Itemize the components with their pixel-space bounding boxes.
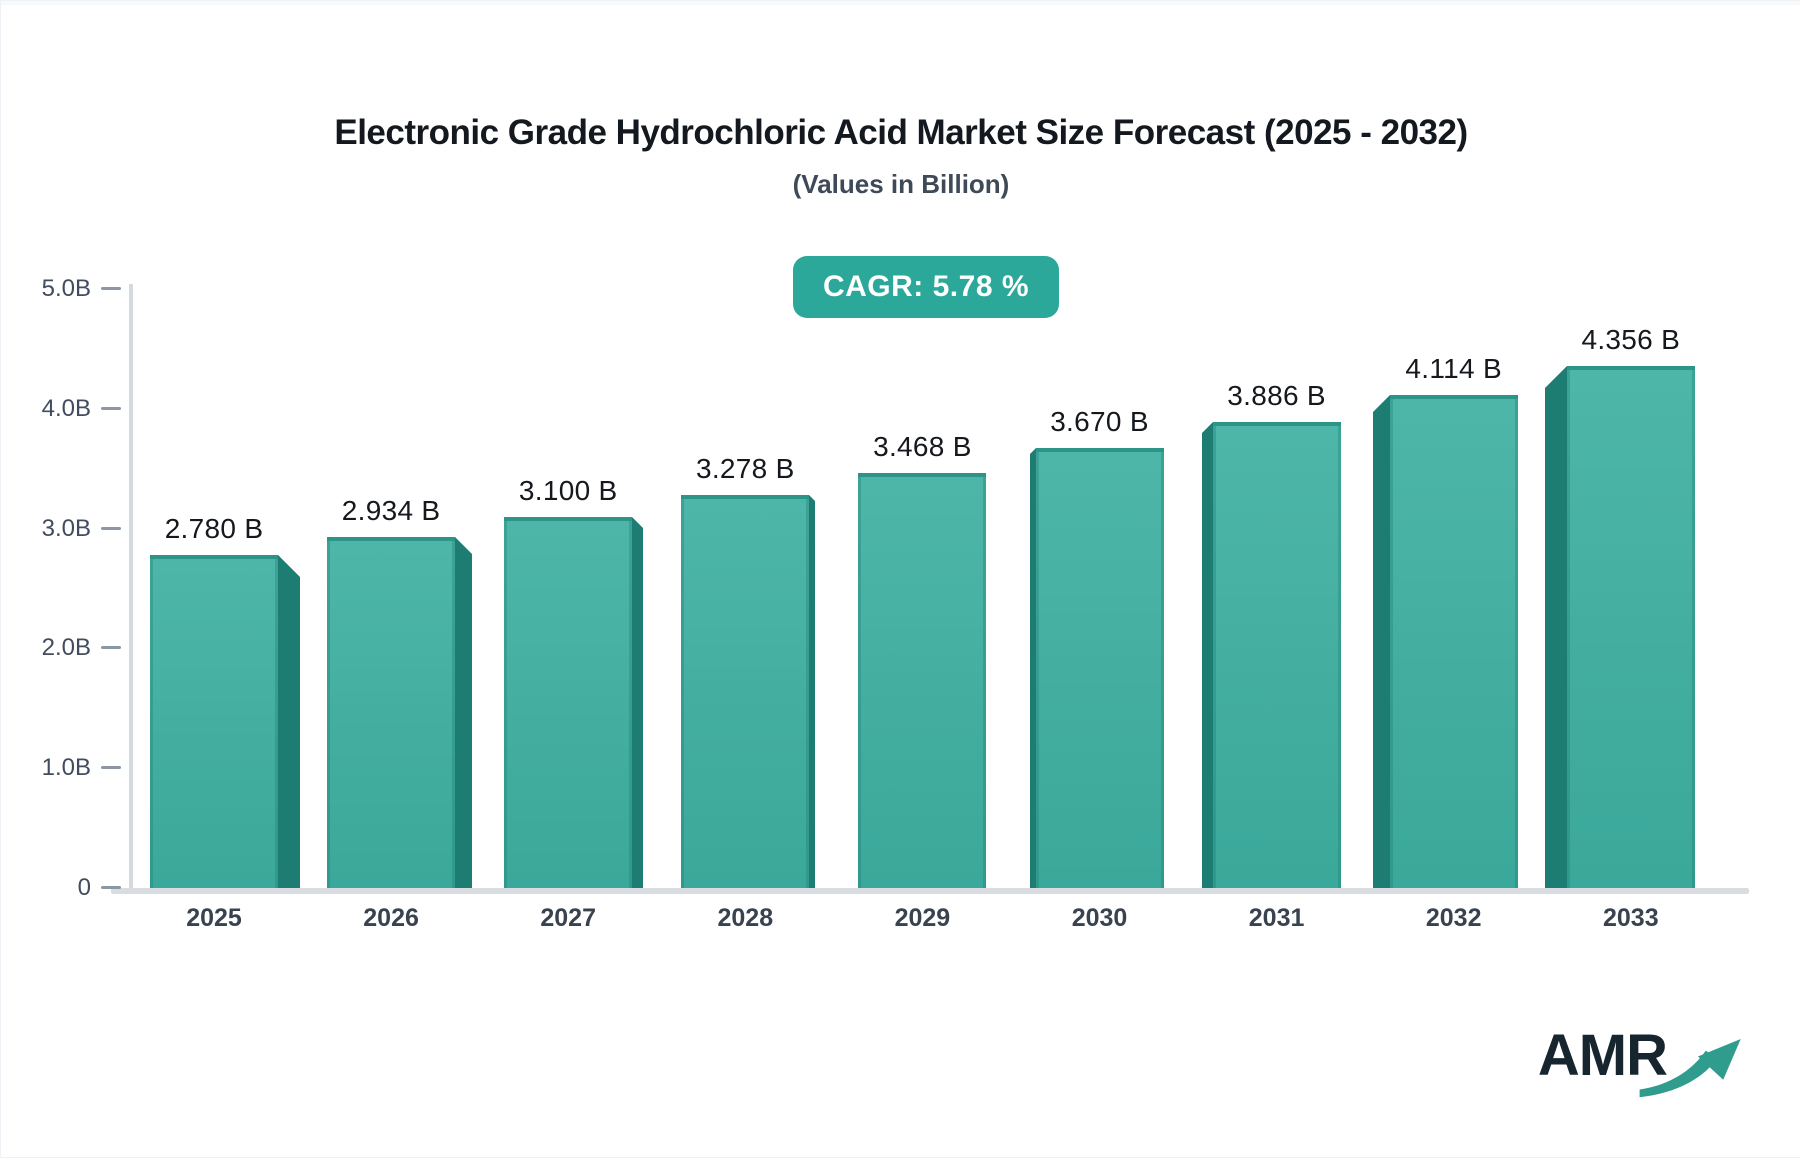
y-tick-label: 5.0B	[41, 275, 91, 302]
bar-side-face-2027	[632, 517, 643, 888]
y-tick-label: 4.0B	[41, 394, 91, 422]
bar-side-face-2033	[1545, 366, 1567, 888]
bar-side-face-2030	[1030, 448, 1036, 888]
bar-value-label-2032: 4.114 B	[1405, 353, 1502, 384]
x-axis-line	[111, 888, 1749, 894]
bar-2027	[504, 517, 632, 888]
logo-arrow-icon	[1639, 1038, 1741, 1098]
bar-side-face-2026	[455, 537, 472, 888]
bar-2026	[327, 537, 455, 888]
bar-side-face-2028	[809, 495, 815, 888]
y-tick-label: 1.0B	[41, 754, 91, 782]
x-tick-label-2027: 2027	[540, 904, 596, 932]
bar-value-label-2028: 3.278 B	[695, 453, 795, 484]
x-tick-label-2032: 2032	[1425, 904, 1482, 932]
bar-2032	[1390, 395, 1518, 888]
y-tick-mark	[101, 886, 121, 889]
x-tick-label-2030: 2030	[1071, 904, 1128, 932]
bar-2033	[1567, 366, 1695, 888]
bar-value-label-2026: 2.934 B	[341, 495, 441, 526]
y-tick-mark	[101, 766, 121, 770]
bar-2028	[681, 495, 809, 888]
page-top-border	[1, 1, 1800, 5]
y-tick-mark	[101, 646, 121, 650]
cagr-badge-wrap: CAGR: 5.78 %	[1, 256, 1800, 318]
brand-logo: AMR	[1538, 1027, 1755, 1107]
x-tick-label-2031: 2031	[1248, 904, 1305, 932]
bar-value-label-2029: 3.468 B	[873, 431, 972, 462]
x-tick-label-2026: 2026	[363, 904, 419, 932]
bar-value-label-2031: 3.886 B	[1227, 380, 1326, 411]
chart-title: Electronic Grade Hydrochloric Acid Marke…	[334, 113, 1468, 152]
y-tick-label: 2.0B	[41, 634, 91, 662]
bar-2030	[1036, 448, 1164, 888]
y-tick-mark	[101, 526, 121, 530]
y-axis-line	[129, 284, 133, 888]
bar-2025	[150, 555, 278, 888]
y-tick-mark	[101, 406, 121, 410]
bar-2029	[858, 473, 986, 888]
x-tick-label-2028: 2028	[717, 904, 774, 932]
y-tick-label: 3.0B	[41, 514, 91, 542]
bar-side-face-2031	[1202, 422, 1213, 888]
x-tick-label-2033: 2033	[1602, 904, 1659, 932]
brand-logo-text: AMR	[1537, 1023, 1668, 1088]
bar-value-label-2025: 2.780 B	[164, 513, 264, 544]
bar-2031	[1213, 422, 1341, 888]
cagr-badge: CAGR: 5.78 %	[792, 256, 1060, 318]
bar-value-label-2033: 4.356 B	[1581, 324, 1681, 355]
y-tick-label: 0	[77, 874, 91, 901]
bar-side-face-2025	[278, 555, 300, 888]
bar-value-label-2030: 3.670 B	[1050, 406, 1149, 437]
chart-subtitle: (Values in Billion)	[792, 169, 1010, 199]
x-tick-label-2025: 2025	[186, 904, 242, 932]
bar-side-face-2032	[1373, 395, 1390, 888]
x-tick-label-2029: 2029	[894, 904, 951, 932]
y-tick-mark	[101, 287, 121, 290]
bar-value-label-2027: 3.100 B	[518, 475, 618, 506]
